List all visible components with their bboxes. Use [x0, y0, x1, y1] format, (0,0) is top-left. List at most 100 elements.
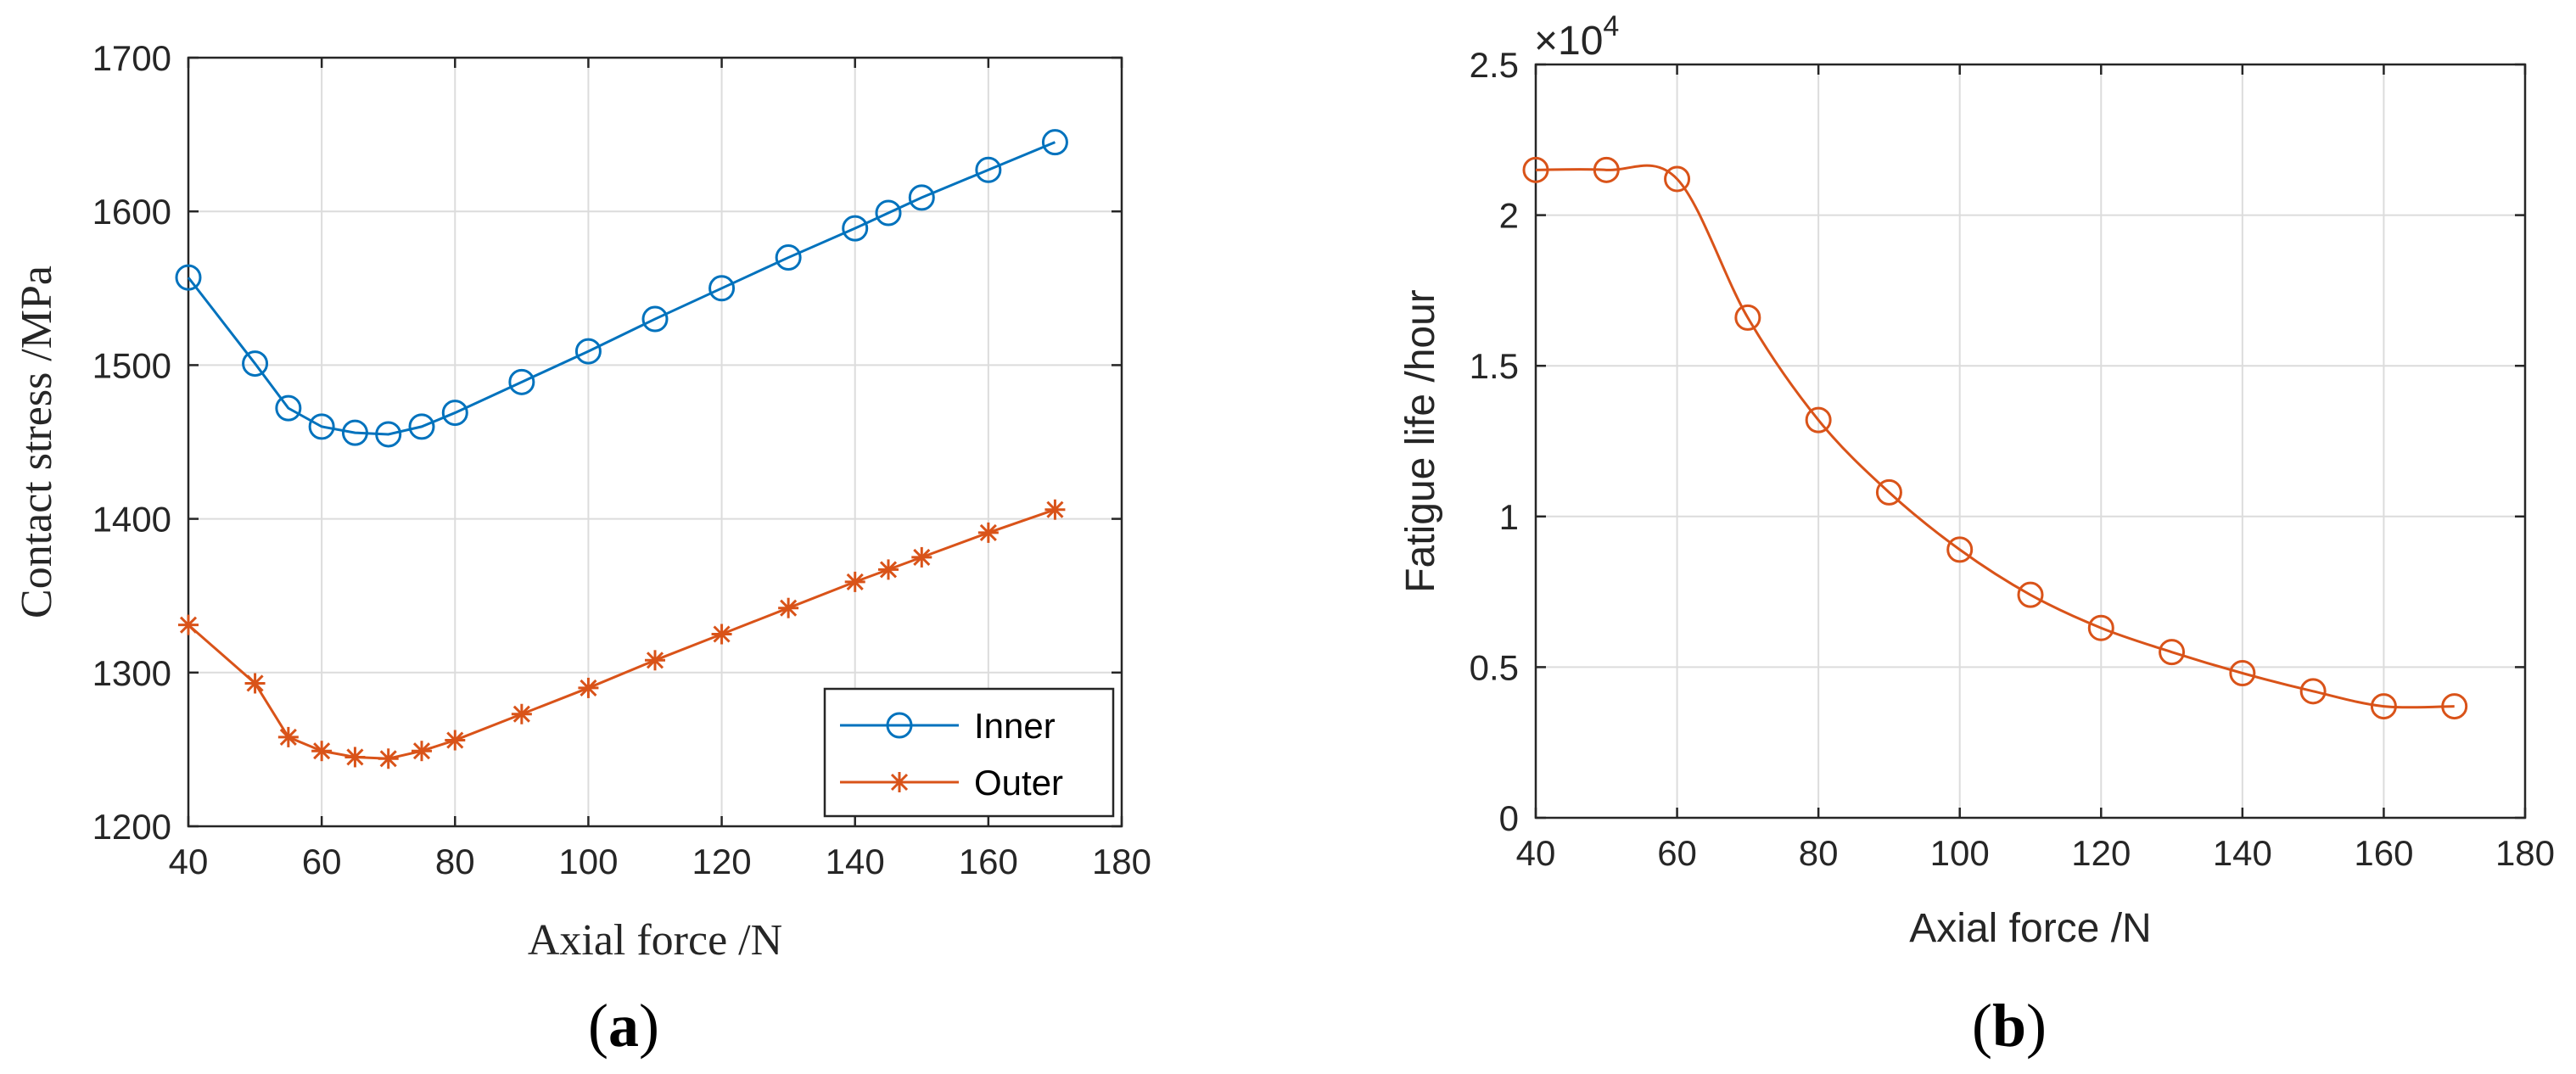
panel-a-x-tick-label: 100 — [558, 842, 618, 881]
panel-a-data-point-inner — [875, 199, 902, 227]
panel-a-x-tick-label: 180 — [1092, 842, 1151, 881]
panel-a-data-point-outer — [277, 726, 299, 747]
panel-b-data-point-fatigue-life — [2370, 693, 2397, 720]
panel-a-contact-stress-chart: 40 60 80 100 120 140 160 180 1200 1300 1400 1500 160… — [13, 38, 1151, 1060]
panel-a-y-axis-label: Contact stress /MPa — [13, 266, 61, 618]
panel-a-data-point-inner — [574, 338, 602, 365]
panel-b-data-point-fatigue-life — [1946, 536, 1974, 563]
panel-a-data-point-outer — [1044, 499, 1066, 520]
panel-a-data-point-outer — [711, 624, 732, 645]
panel-a-data-point-inner — [408, 413, 435, 440]
panel-b-x-tick-label: 180 — [2495, 833, 2555, 873]
panel-a-x-tick-label: 40 — [169, 842, 209, 881]
panel-a-x-tick-label: 60 — [302, 842, 342, 881]
panel-b-axes-box — [1534, 63, 2527, 819]
panel-a-x-axis-label: Axial force /N — [528, 916, 782, 965]
panel-a-x-tick-label: 140 — [826, 842, 885, 881]
panel-b-series-line-fatigue-life — [1535, 164, 2455, 709]
legend-outer-marker-icon — [889, 772, 910, 792]
panel-b-x-tick-label: 80 — [1799, 833, 1839, 873]
panel-b-y-tick-label: 0 — [1499, 798, 1519, 838]
panel-a-data-point-inner — [641, 305, 669, 333]
panel-a-data-point-outer — [178, 614, 199, 635]
panel-a-series-line-inner — [187, 141, 1056, 436]
panel-a-x-tick-label: 160 — [959, 842, 1018, 881]
panel-a-data-point-outer — [844, 571, 865, 592]
panel-a-data-point-inner — [908, 184, 935, 211]
panel-b-y-tick-label: 1.5 — [1470, 346, 1519, 386]
panel-b-data-point-fatigue-life — [2299, 678, 2327, 705]
panel-b-data-point-fatigue-life — [2441, 693, 2468, 720]
panel-a-data-point-inner — [308, 413, 335, 440]
panel-a-data-point-inner — [508, 368, 535, 395]
panel-b-data-point-fatigue-life — [2159, 639, 2186, 666]
panel-b-caption-letter: b — [1992, 992, 2026, 1060]
panel-b-data-point-fatigue-life — [2017, 581, 2044, 608]
panel-a-data-point-inner — [775, 244, 802, 271]
panel-b-y-multiplier-exponent: 4 — [1603, 10, 1619, 42]
panel-a-data-point-outer — [311, 741, 333, 762]
panel-b-x-tick-label: 140 — [2213, 833, 2272, 873]
panel-a-data-point-inner — [842, 215, 869, 242]
panel-b-x-tick-label: 160 — [2354, 833, 2413, 873]
panel-a-data-point-outer — [778, 597, 799, 618]
panel-a-x-tick-label: 120 — [692, 842, 752, 881]
panel-a-data-point-outer — [977, 522, 999, 543]
panel-a-grid — [188, 58, 1122, 826]
panel-a-data-point-outer — [412, 741, 432, 762]
panel-b-y-tick-label: 2 — [1499, 196, 1519, 236]
panel-a-data-point-inner — [275, 394, 302, 422]
panel-b-data-point-fatigue-life — [1522, 156, 1549, 183]
panel-a-data-point-inner — [441, 400, 468, 427]
panel-a-legend-box — [823, 687, 1115, 818]
panel-b-fatigue-life-chart: 40 60 80 100 120 140 160 180 0 0.5 1 1.5 2 2.5 ×104 A… — [1398, 10, 2555, 1060]
panel-a-data-point-inner — [1041, 129, 1068, 156]
panel-a-data-point-outer — [445, 730, 466, 751]
panel-b-data-point-fatigue-life — [1805, 406, 1832, 434]
panel-b-x-tick-label: 100 — [1930, 833, 1990, 873]
panel-b-y-multiplier-base: ×10 — [1534, 19, 1603, 64]
panel-b-caption: (b) — [1972, 992, 2047, 1060]
panel-b-data-point-fatigue-life — [2087, 614, 2114, 641]
panel-a-data-point-inner — [341, 419, 368, 446]
panel-b-y-tick-label: 0.5 — [1470, 647, 1519, 687]
legend-outer-label: Outer — [974, 763, 1063, 803]
panel-a-caption-letter: a — [608, 992, 639, 1060]
panel-a-data-point-outer — [645, 650, 665, 671]
panel-a-ticks: 40 60 80 100 120 140 160 180 1200 1300 1400 1500 160… — [92, 38, 1151, 881]
panel-a-data-point-outer — [344, 747, 366, 768]
panel-b-x-tick-label: 40 — [1516, 833, 1556, 873]
panel-a-data-point-outer — [511, 703, 532, 724]
panel-a-caption: (a) — [588, 992, 659, 1060]
panel-b-series — [1522, 156, 2468, 720]
panel-a-data-point-outer — [878, 559, 899, 580]
panel-b-data-point-fatigue-life — [1664, 165, 1691, 193]
panel-a-data-point-outer — [578, 677, 599, 698]
panel-a-y-tick-label: 1200 — [92, 807, 171, 847]
panel-a-data-point-outer — [378, 748, 399, 769]
panel-b-ticks: 40 60 80 100 120 140 160 180 0 0.5 1 1.5 2 2.5 — [1470, 45, 2555, 873]
panel-b-data-point-fatigue-life — [1593, 156, 1620, 183]
panel-a-data-point-inner — [708, 275, 736, 302]
panel-a-x-tick-label: 80 — [435, 842, 475, 881]
panel-a-y-tick-label: 1400 — [92, 500, 171, 540]
panel-a-data-point-inner — [375, 421, 402, 448]
panel-b-y-tick-label: 2.5 — [1470, 45, 1519, 85]
panel-a-series-line-outer — [188, 508, 1056, 760]
panel-a-data-point-inner — [175, 264, 202, 291]
panel-a-series — [175, 129, 1068, 769]
panel-a-y-tick-label: 1500 — [92, 345, 171, 385]
legend-inner-label: Inner — [974, 706, 1056, 746]
panel-a-data-point-inner — [975, 156, 1002, 183]
panel-b-x-axis-label: Axial force /N — [1909, 906, 2151, 951]
panel-b-x-tick-label: 120 — [2071, 833, 2131, 873]
panel-b-data-point-fatigue-life — [1734, 304, 1761, 331]
panel-a-legend: Inner Outer — [823, 687, 1115, 818]
panel-b-data-point-fatigue-life — [2229, 660, 2256, 687]
panel-a-y-tick-label: 1600 — [92, 192, 171, 232]
panel-a-data-point-inner — [242, 350, 269, 378]
panel-a-data-point-outer — [244, 673, 266, 694]
panel-b-y-axis-label: Fatigue life /hour — [1398, 289, 1443, 593]
panel-b-y-multiplier: ×104 — [1534, 10, 1619, 64]
panel-b-x-tick-label: 60 — [1657, 833, 1697, 873]
